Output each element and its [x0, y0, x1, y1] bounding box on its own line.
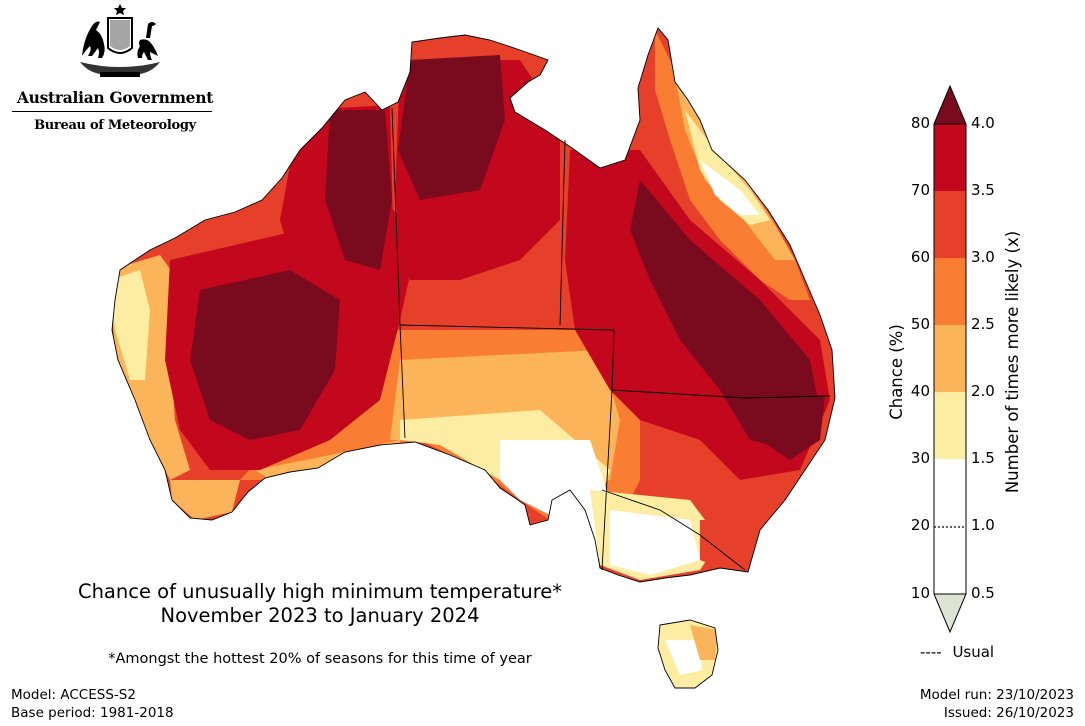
colorbar-band-70-80 — [934, 124, 966, 191]
map-title-line1: Chance of unusually high minimum tempera… — [77, 580, 563, 603]
model-run-date: Model run: 23/10/2023 — [919, 687, 1074, 703]
colorbar-band-40-50 — [934, 325, 966, 392]
ratio-axis-label: Number of times more likely (x) — [1003, 230, 1022, 494]
usual-legend: ---- Usual — [920, 643, 994, 661]
colorbar-under-triangle — [933, 593, 967, 634]
government-logo: Australian Government Bureau of Meteorol… — [0, 0, 230, 140]
usual-label: Usual — [952, 643, 995, 661]
chance-tick: 50 — [910, 315, 930, 333]
usual-symbol: ---- — [920, 643, 942, 661]
ratio-tick: 3.0 — [971, 248, 995, 266]
ratio-tick: 1.0 — [971, 516, 995, 534]
map-footnote: *Amongst the hottest 20% of seasons for … — [108, 651, 532, 667]
map-title-line2: November 2023 to January 2024 — [160, 604, 480, 627]
coat-of-arms-icon — [80, 4, 160, 77]
colorbar-band-30-40 — [934, 392, 966, 459]
ratio-tick: 4.0 — [971, 114, 995, 132]
ratio-tick: 3.5 — [971, 181, 995, 199]
run-info: Model run: 23/10/2023 Issued: 26/10/2023 — [920, 686, 1074, 722]
chance-tick: 40 — [910, 382, 930, 400]
australia-map — [111, 27, 836, 689]
map-title: Chance of unusually high minimum tempera… — [20, 580, 620, 628]
bureau-name: Bureau of Meteorology — [34, 118, 196, 133]
base-period: Base period: 1981-2018 — [11, 705, 174, 721]
ratio-tick: 2.0 — [971, 382, 995, 400]
chance-tick: 80 — [910, 114, 930, 132]
colorbar — [933, 84, 967, 634]
chance-tick: 70 — [910, 181, 930, 199]
model-info: Model: ACCESS-S2 Base period: 1981-2018 — [11, 686, 174, 722]
colorbar-over-triangle — [933, 84, 967, 125]
issued-date: Issued: 26/10/2023 — [943, 705, 1074, 721]
chance-tick: 30 — [910, 449, 930, 467]
chance-axis-label: Chance (%) — [887, 324, 906, 420]
chance-tick: 10 — [910, 584, 930, 602]
colorbar-band-60-70 — [934, 191, 966, 258]
chance-tick: 20 — [910, 516, 930, 534]
government-name: Australian Government — [16, 88, 214, 107]
colorbar-band-50-60 — [934, 258, 966, 325]
model-name: Model: ACCESS-S2 — [11, 687, 136, 703]
logo-divider — [12, 111, 212, 112]
ratio-tick: 0.5 — [971, 584, 995, 602]
ratio-tick: 2.5 — [971, 315, 995, 333]
ratio-tick: 1.5 — [971, 449, 995, 467]
chance-tick: 60 — [910, 248, 930, 266]
